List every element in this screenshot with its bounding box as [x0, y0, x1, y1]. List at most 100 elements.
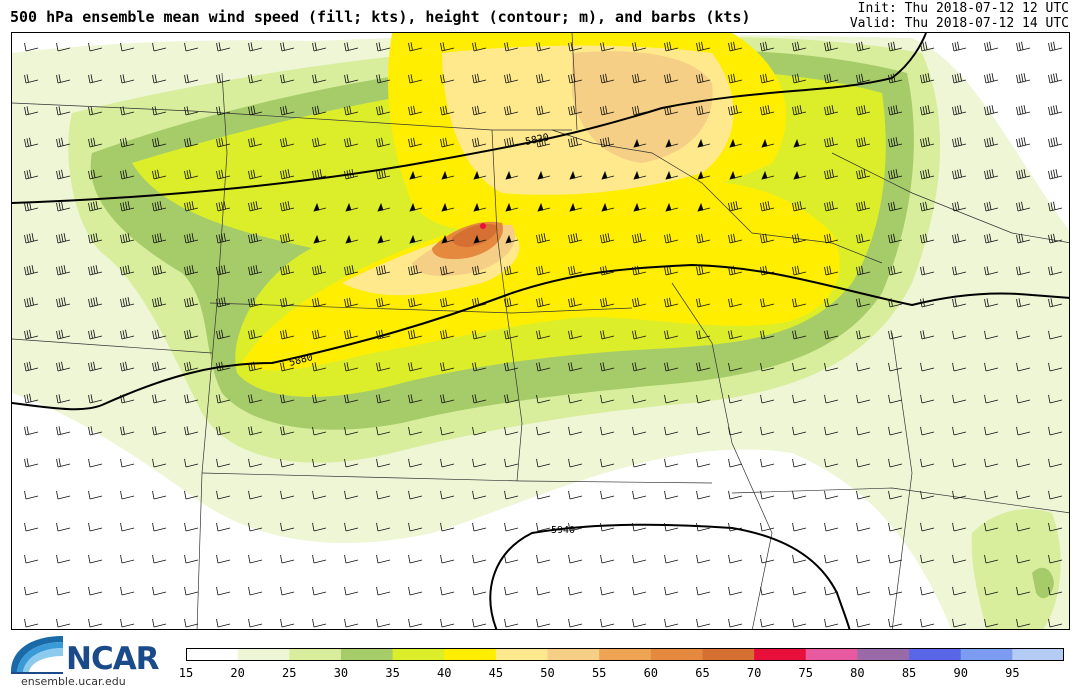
wind-barb: [472, 42, 487, 52]
colorbar-swatch: [702, 648, 755, 661]
wind-barb: [24, 106, 39, 116]
wind-barb: [313, 234, 327, 244]
wind-barb: [472, 490, 487, 500]
wind-barb: [441, 202, 455, 212]
wind-barb: [344, 265, 359, 276]
wind-barb: [664, 586, 679, 596]
wind-barb: [1048, 426, 1063, 436]
wind-barb: [761, 138, 775, 148]
wind-barb: [664, 41, 679, 52]
wind-barb: [728, 490, 743, 500]
wind-barb: [152, 618, 167, 628]
wind-barb: [440, 74, 455, 84]
wind-barb: [760, 426, 775, 436]
wind-barb: [600, 426, 615, 436]
wind-barb: [344, 169, 359, 180]
colorbar-label: 85: [901, 666, 917, 680]
wind-barb: [632, 458, 647, 468]
wind-barb: [633, 170, 647, 180]
wind-barb: [88, 361, 103, 372]
wind-barb: [408, 362, 423, 372]
colorbar-swatch: [960, 648, 1013, 661]
wind-barb: [24, 42, 39, 52]
wind-barb: [632, 554, 647, 564]
wind-barb: [216, 74, 231, 84]
wind-barb: [760, 458, 775, 468]
wind-barb: [248, 233, 263, 244]
ncar-logo-text: NCAR: [66, 641, 160, 677]
colorbar-swatch: [186, 648, 239, 661]
wind-barb: [376, 74, 391, 84]
wind-barb: [408, 586, 423, 596]
wind-barb: [504, 297, 519, 308]
wind-barb: [216, 297, 231, 308]
wind-barb: [632, 394, 647, 404]
wind-barb: [472, 458, 487, 468]
wind-barb: [632, 426, 647, 436]
wind-barb: [344, 394, 359, 404]
wind-barb: [184, 106, 199, 116]
wind-barb: [697, 170, 711, 180]
wind-barb: [536, 105, 551, 116]
wind-barb: [504, 490, 519, 500]
wind-barb: [824, 426, 839, 436]
colorbar-border: [186, 648, 1064, 661]
wind-barb: [632, 490, 647, 500]
wind-barb: [24, 201, 39, 212]
wind-barb: [216, 42, 231, 52]
wind-barb: [792, 554, 807, 564]
wind-barb: [824, 618, 839, 628]
wind-barb: [984, 426, 999, 436]
wind-barb: [824, 586, 839, 596]
wind-barb: [696, 233, 711, 244]
wind-barb: [280, 458, 295, 468]
wind-barb: [312, 362, 327, 372]
wind-barb: [1016, 490, 1031, 500]
wind-barb: [952, 490, 967, 500]
wind-barb: [280, 137, 295, 148]
wind-barb: [216, 201, 231, 212]
wind-barb: [120, 297, 135, 308]
wind-barb: [952, 137, 967, 148]
wind-barb: [760, 586, 775, 596]
wind-barb: [504, 105, 519, 116]
wind-barb: [793, 170, 807, 180]
wind-barb: [504, 586, 519, 596]
wind-barb: [152, 74, 167, 84]
wind-barb: [56, 329, 71, 340]
wind-barb: [408, 490, 423, 500]
wind-barb: [376, 618, 391, 628]
wind-barb: [152, 329, 167, 340]
wind-barb: [184, 586, 199, 596]
wind-barb: [440, 394, 455, 404]
wind-barb: [408, 74, 423, 84]
wind-barb: [184, 394, 199, 404]
wind-barb: [824, 394, 839, 404]
wind-barb: [88, 137, 103, 148]
wind-barb: [760, 265, 775, 276]
wind-barb: [888, 265, 903, 276]
wind-barb: [600, 297, 615, 308]
wind-barb: [952, 522, 967, 532]
wind-barb: [920, 618, 935, 628]
wind-barb: [1048, 586, 1063, 596]
wind-barb: [568, 458, 583, 468]
wind-barb: [824, 265, 839, 276]
wind-barb: [184, 201, 199, 212]
wind-barb: [440, 105, 455, 116]
wind-barb: [1016, 137, 1031, 148]
wind-barb: [600, 265, 615, 276]
wind-barb: [632, 73, 647, 84]
wind-barb: [312, 42, 327, 52]
wind-barb: [248, 265, 263, 276]
wind-barb: [760, 73, 775, 84]
wind-barb: [184, 74, 199, 84]
wind-speed-colorbar: [186, 648, 1064, 661]
contour-label-5820: 5820: [524, 132, 550, 148]
wind-barb: [760, 330, 775, 340]
wind-barb: [984, 105, 999, 116]
wind-barb: [537, 202, 551, 212]
wind-barb: [1048, 201, 1063, 212]
contour-5820: [12, 33, 927, 204]
wind-barb: [472, 362, 487, 372]
